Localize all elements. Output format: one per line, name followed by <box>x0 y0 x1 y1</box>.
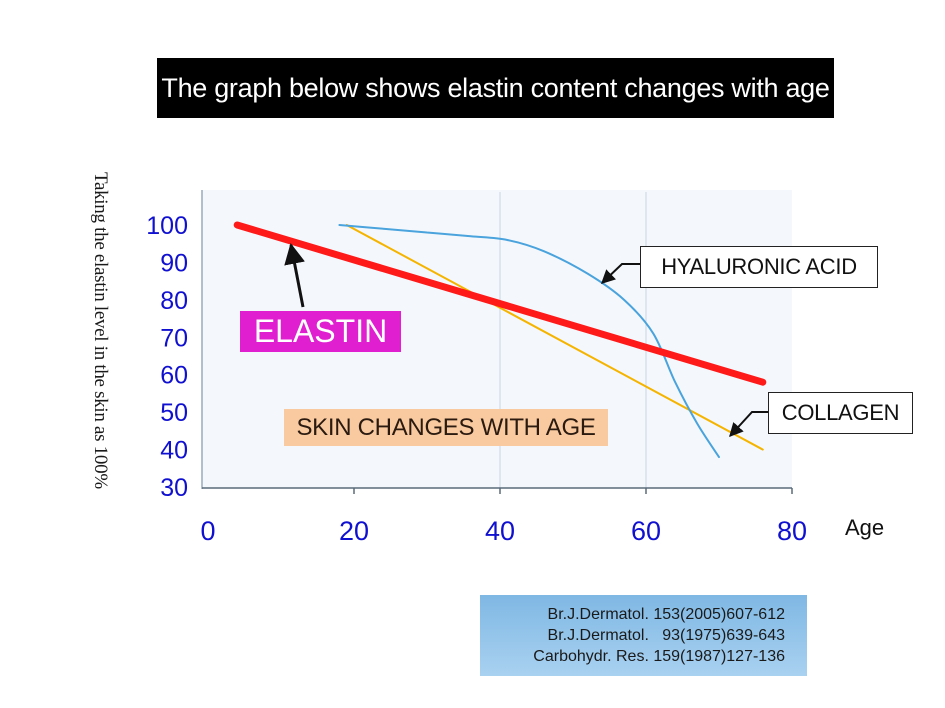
y-tick-label-80: 80 <box>160 287 188 315</box>
y-tick-label-70: 70 <box>160 324 188 352</box>
reference-2: Br.J.Dermatol. 93(1975)639-643 <box>547 627 785 644</box>
series-line-collagen <box>345 224 764 451</box>
y-tick-label-90: 90 <box>160 249 188 277</box>
y-tick-label-40: 40 <box>160 437 188 465</box>
series-line-elastin <box>233 221 767 386</box>
y-tick-label-100: 100 <box>146 212 188 240</box>
x-tick-label-80: 80 <box>777 516 807 546</box>
hyaluronic-arrow <box>600 263 640 284</box>
hyaluronic-callout: HYALURONIC ACID <box>640 246 878 288</box>
chart-title-banner: The graph below shows elastin content ch… <box>157 58 834 118</box>
x-axis-label: Age <box>845 515 884 540</box>
skin-changes-label: SKIN CHANGES WITH AGE <box>284 409 608 446</box>
series-line-hyaluronic-acid <box>338 224 720 459</box>
y-tick-label-50: 50 <box>160 399 188 427</box>
x-tick-label-20: 20 <box>339 516 369 546</box>
chart-title: The graph below shows elastin content ch… <box>161 72 830 103</box>
collagen-arrow <box>729 411 768 438</box>
references-box: Br.J.Dermatol. 153(2005)607-612 Br.J.Der… <box>480 595 807 676</box>
elastin-arrow <box>284 242 305 308</box>
reference-3: Carbohydr. Res. 159(1987)127-136 <box>533 648 785 665</box>
reference-1: Br.J.Dermatol. 153(2005)607-612 <box>547 606 785 623</box>
y-tick-label-60: 60 <box>160 362 188 390</box>
elastin-label: ELASTIN <box>240 311 401 352</box>
hyaluronic-callout-text: HYALURONIC ACID <box>661 254 857 279</box>
x-tick-label-60: 60 <box>631 516 661 546</box>
x-tick-label-0: 0 <box>200 516 215 546</box>
y-tick-label-30: 30 <box>160 474 188 502</box>
x-tick-label-40: 40 <box>485 516 515 546</box>
collagen-callout-text: COLLAGEN <box>781 400 900 425</box>
collagen-callout: COLLAGEN <box>768 392 913 434</box>
